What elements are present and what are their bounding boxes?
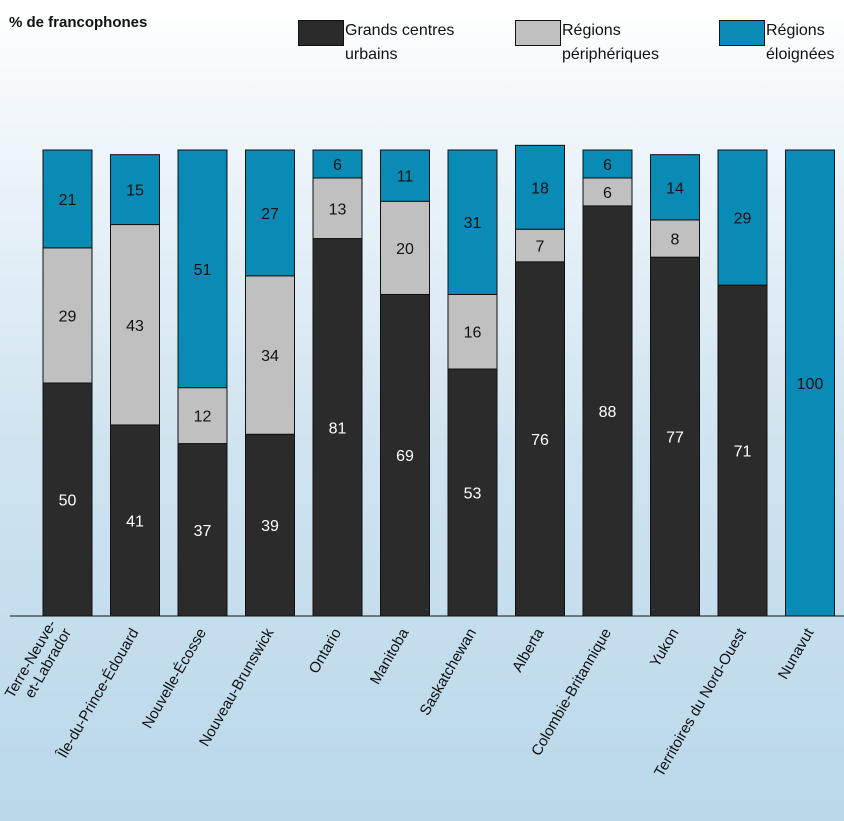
bar-segment [177,443,228,617]
legend-swatch-urban [298,20,344,46]
bar-segment [380,293,430,617]
bar-segment [42,247,93,384]
bar-segment [447,293,498,370]
bar-segment [515,228,565,263]
bar-value-label: 13 [329,201,347,218]
category-label: Ontario [306,626,345,677]
bar-value-label: 12 [194,409,212,426]
legend-swatch-peripheral [515,20,561,46]
bar-value-label: 8 [671,232,680,249]
legend-label-remote-line2: éloignées [766,46,835,63]
bar-value-label: 15 [126,183,144,200]
bar-value-label: 77 [666,430,684,447]
bar-segment [447,368,498,617]
category-label: Nouveau-Brunswick [196,625,278,749]
bar-value-label: 29 [734,211,752,228]
category-label: Yukon [647,626,683,671]
legend-label-peripheral-line1: Régions [562,22,621,39]
category-label: Nunavut [775,625,818,683]
bar-value-label: 76 [531,432,549,449]
category-label: Saskatchewan [416,626,480,719]
bar-segment [785,149,835,617]
bar-segment [717,149,768,286]
bar-segment [312,238,363,617]
bar-segment [650,154,700,221]
bar-segment [245,149,295,277]
bar-value-label: 50 [59,493,77,510]
bar-value-label: 31 [464,215,482,232]
bar-segment [582,205,633,617]
bar-value-label: 29 [59,308,77,325]
bar-value-label: 69 [396,448,414,465]
bar-value-label: 39 [261,518,279,535]
bar-value-label: 37 [194,523,212,540]
bar-segment [245,433,295,617]
bar-value-label: 6 [603,185,612,202]
bar-value-label: 21 [59,192,77,209]
bar-segment [177,387,228,445]
legend-label-peripheral: Régions périphériques [562,19,702,67]
bar-segment [717,284,768,617]
legend-label-remote-line1: Régions [766,22,825,39]
bar-segment [110,424,160,617]
bar-value-label: 16 [464,325,482,342]
bar-value-label: 27 [261,206,279,223]
category-label: Nouvelle-Écosse [139,626,210,732]
bar-value-label: 43 [126,318,144,335]
bar-value-label: 20 [396,241,414,258]
bar-value-label: 7 [536,239,545,256]
bar-value-label: 6 [333,157,342,174]
bar-segment [177,149,228,389]
legend-swatch-remote [719,20,765,46]
bar-value-label: 81 [329,420,347,437]
bar-value-label: 51 [194,262,212,279]
legend-label-urban: Grands centres urbains [345,19,485,67]
legend-label-remote: Régions éloignées [766,19,844,67]
bar-value-label: 11 [397,169,414,186]
category-label: Colombie-Britannique [528,626,615,759]
bar-segment [110,154,160,226]
bar-value-label: 34 [261,348,279,365]
bar-segment [380,149,430,202]
category-label: Alberta [509,625,548,675]
bar-segment [515,144,565,230]
bar-segment [447,149,498,295]
category-label: Manitoba [367,625,413,688]
y-axis-label: % de francophones [9,14,148,31]
bar-segment [312,149,363,179]
bar-value-label: 18 [531,180,549,197]
bar-value-label: 41 [126,513,144,530]
bar-value-label: 100 [797,376,824,393]
category-label: Terre-Neuve-et-Labrador [2,617,75,710]
bar-value-label: 6 [603,157,612,174]
bar-value-label: 14 [666,180,684,197]
legend-label-urban-line2: urbains [345,46,398,63]
legend-label-peripheral-line2: périphériques [562,46,659,63]
bar-segment [582,149,633,179]
bar-value-label: 71 [734,444,752,461]
bar-segment [245,275,295,435]
bar-value-label: 53 [464,486,482,503]
bar-segment [42,382,93,617]
bar-segment [42,149,93,249]
bar-segment [650,219,700,258]
bar-value-label: 88 [599,404,617,421]
legend-label-urban-line1: Grands centres [345,22,455,39]
bar-segment [380,200,430,295]
